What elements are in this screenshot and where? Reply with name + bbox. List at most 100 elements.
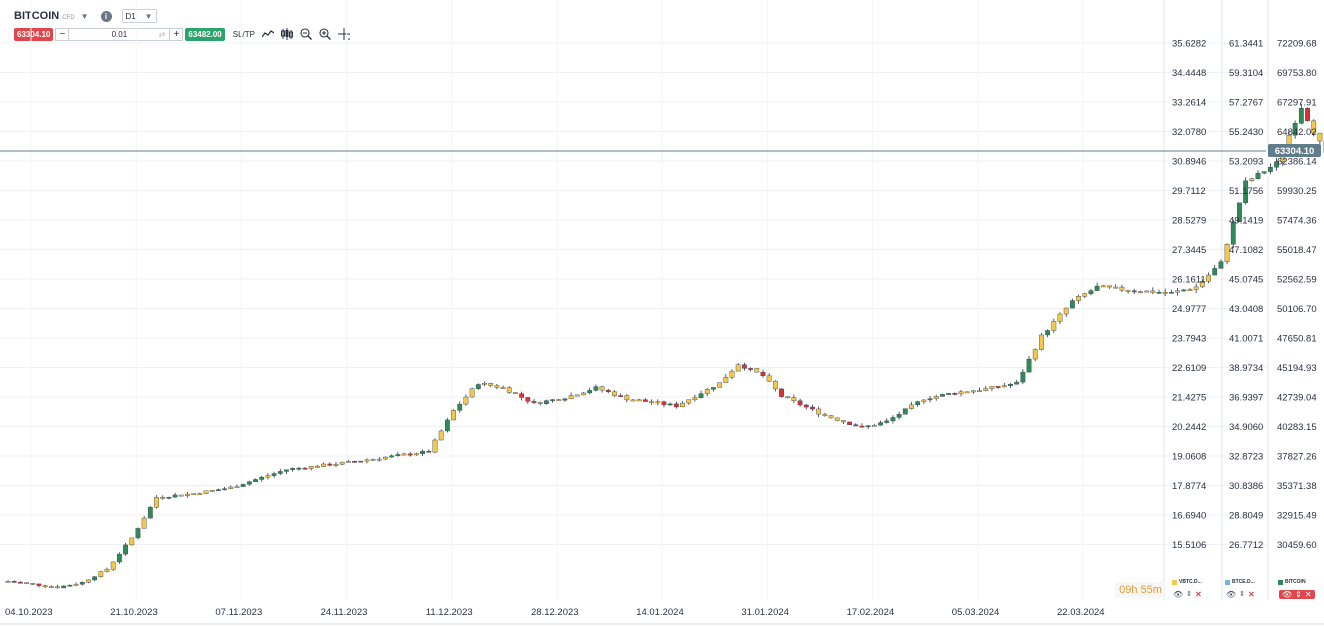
- candle-body: [531, 401, 537, 403]
- candle-body: [259, 476, 265, 480]
- reorder-icon[interactable]: ⇕: [1186, 591, 1193, 598]
- candle-body: [1088, 290, 1094, 294]
- candle-body: [1125, 289, 1131, 292]
- candle: [370, 458, 376, 461]
- indicator-btce[interactable]: BTCE.D... 👁 ⇕ ✕: [1225, 578, 1265, 600]
- candle: [562, 398, 568, 402]
- candle: [878, 420, 883, 426]
- candle-body: [123, 544, 128, 555]
- candle-body: [73, 583, 79, 586]
- candle-body: [67, 584, 73, 587]
- candle-body: [946, 393, 952, 395]
- sltp-button[interactable]: SL/TP: [232, 29, 255, 39]
- candles-icon[interactable]: [280, 28, 293, 40]
- candle: [1032, 348, 1038, 362]
- candle-body: [55, 586, 60, 589]
- candle-body: [222, 488, 227, 491]
- candle: [1187, 288, 1193, 291]
- candle: [1218, 259, 1224, 269]
- candle-body: [568, 395, 574, 400]
- candle: [500, 385, 506, 390]
- volume-increase-button[interactable]: +: [173, 28, 180, 40]
- candle-body: [203, 490, 209, 494]
- volume-decrease-button[interactable]: −: [59, 28, 66, 40]
- candle-body: [1206, 274, 1211, 282]
- line-chart-icon[interactable]: [261, 28, 274, 40]
- indicator-color-swatch: [1225, 579, 1230, 585]
- eye-icon[interactable]: 👁: [1282, 589, 1293, 599]
- candle: [284, 469, 289, 474]
- price-tick-label: 19.0608: [1172, 452, 1206, 463]
- candle: [519, 391, 525, 401]
- candle: [1076, 294, 1081, 304]
- date-tick-label: 31.01.2024: [741, 607, 789, 618]
- candle-body: [779, 388, 784, 397]
- symbol-dropdown-icon[interactable]: ▼: [80, 11, 89, 21]
- price-tick-label: 42739.04: [1277, 393, 1317, 404]
- candle-body: [438, 430, 444, 441]
- close-icon[interactable]: ✕: [1304, 589, 1312, 599]
- price-tick-label: 72209.68: [1277, 39, 1317, 50]
- swap-icon[interactable]: ⇄: [158, 29, 166, 39]
- reorder-icon[interactable]: ⇕: [1239, 591, 1246, 598]
- price-tick-label: 20.2442: [1172, 422, 1206, 433]
- candle-body: [48, 586, 54, 588]
- chevron-down-icon: ▼: [144, 11, 153, 21]
- price-tick-label: 50106.70: [1277, 304, 1317, 315]
- candle: [754, 368, 760, 373]
- candle: [209, 490, 215, 492]
- candle-body: [284, 469, 289, 472]
- volume-input[interactable]: 0.01 ⇄: [68, 28, 171, 40]
- close-icon[interactable]: ✕: [1248, 589, 1255, 599]
- sell-button[interactable]: 63304.10: [14, 27, 54, 41]
- candle-body: [1100, 285, 1106, 288]
- indicator-vbtc[interactable]: VBTC.D... 👁 ⇕ ✕: [1172, 578, 1212, 600]
- candle-body: [772, 380, 778, 390]
- price-tick-label: 15.5106: [1172, 540, 1206, 551]
- candle-body: [1156, 292, 1162, 294]
- candle: [1175, 288, 1180, 296]
- price-tick-label: 61.3441: [1229, 39, 1263, 50]
- candle-body: [1181, 289, 1187, 292]
- candle-body: [1020, 371, 1026, 383]
- candle-body: [5, 581, 11, 583]
- info-icon[interactable]: i: [100, 10, 112, 22]
- eye-icon[interactable]: 👁: [1226, 589, 1237, 599]
- candle: [333, 461, 339, 467]
- candle-body: [742, 364, 747, 369]
- candle: [30, 582, 36, 586]
- buy-button[interactable]: 63482.00: [185, 27, 225, 41]
- current-price-value: 63304.10: [1275, 146, 1315, 157]
- candle-body: [228, 486, 234, 489]
- candle-body: [506, 387, 512, 393]
- zoom-out-icon[interactable]: [300, 28, 312, 40]
- candle-body: [698, 393, 704, 398]
- candle: [1298, 103, 1304, 125]
- candle: [1113, 284, 1119, 289]
- candle: [766, 373, 772, 382]
- candle-body: [500, 387, 506, 389]
- candle-body: [1063, 307, 1069, 315]
- timeframe-select[interactable]: D1 ▼: [121, 9, 157, 23]
- crosshair-icon[interactable]: [337, 28, 350, 40]
- eye-icon[interactable]: 👁: [1173, 589, 1184, 599]
- close-icon[interactable]: ✕: [1195, 589, 1202, 599]
- price-tick-label: 59930.25: [1277, 186, 1317, 197]
- candle-body: [1230, 221, 1236, 245]
- candle: [890, 415, 896, 424]
- candle-body: [1008, 384, 1013, 386]
- candle-body: [234, 486, 240, 489]
- price-tick-label: 34.9060: [1229, 422, 1263, 433]
- symbol-name[interactable]: BITCOIN: [14, 10, 60, 22]
- reorder-icon[interactable]: ⇕: [1295, 589, 1302, 599]
- candle-body: [847, 421, 853, 425]
- price-tick-label: 47650.81: [1277, 334, 1317, 345]
- zoom-in-icon[interactable]: [319, 28, 331, 40]
- candle-body: [302, 467, 308, 470]
- candle-body: [1292, 123, 1298, 136]
- candle-body: [896, 413, 902, 418]
- candle: [1131, 288, 1137, 295]
- price-tick-label: 45.0745: [1229, 275, 1263, 286]
- indicator-bitcoin[interactable]: BITCOIN 👁 ⇕ ✕: [1278, 578, 1318, 600]
